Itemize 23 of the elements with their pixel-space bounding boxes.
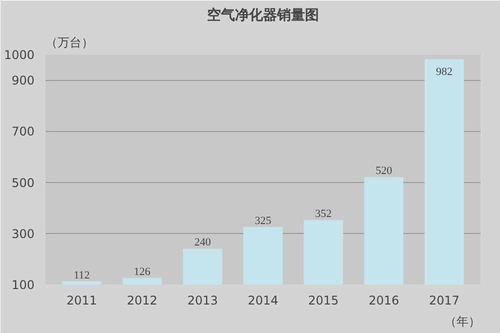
x-tick-label: 2012	[126, 294, 158, 308]
y-tick-label: 100	[12, 278, 34, 292]
y-tick-label: 900	[12, 74, 34, 88]
y-tick-label: 1000	[4, 48, 35, 62]
data-label: 520	[376, 165, 393, 178]
y-axis-title: （万台）	[46, 36, 94, 50]
y-tick-label: 300	[12, 226, 34, 241]
data-label: 240	[194, 236, 212, 249]
x-tick-label: 2014	[248, 294, 278, 308]
x-tick-label: 2015	[308, 294, 339, 308]
y-tick-label: 700	[12, 124, 34, 139]
data-label: 325	[254, 215, 272, 227]
x-tick-label: 2013	[187, 294, 218, 308]
data-label: 982	[436, 66, 452, 78]
data-label: 352	[315, 208, 332, 220]
x-axis-title: （年）	[444, 314, 480, 328]
x-tick-label: 2016	[368, 294, 400, 308]
data-label: 112	[74, 269, 90, 282]
x-tick-label: 2011	[66, 294, 98, 308]
chart-title: 空气净化器销量图	[207, 6, 319, 24]
y-tick-label: 500	[12, 176, 34, 190]
data-label: 126	[134, 266, 151, 278]
x-tick-label: 2017	[428, 294, 460, 308]
